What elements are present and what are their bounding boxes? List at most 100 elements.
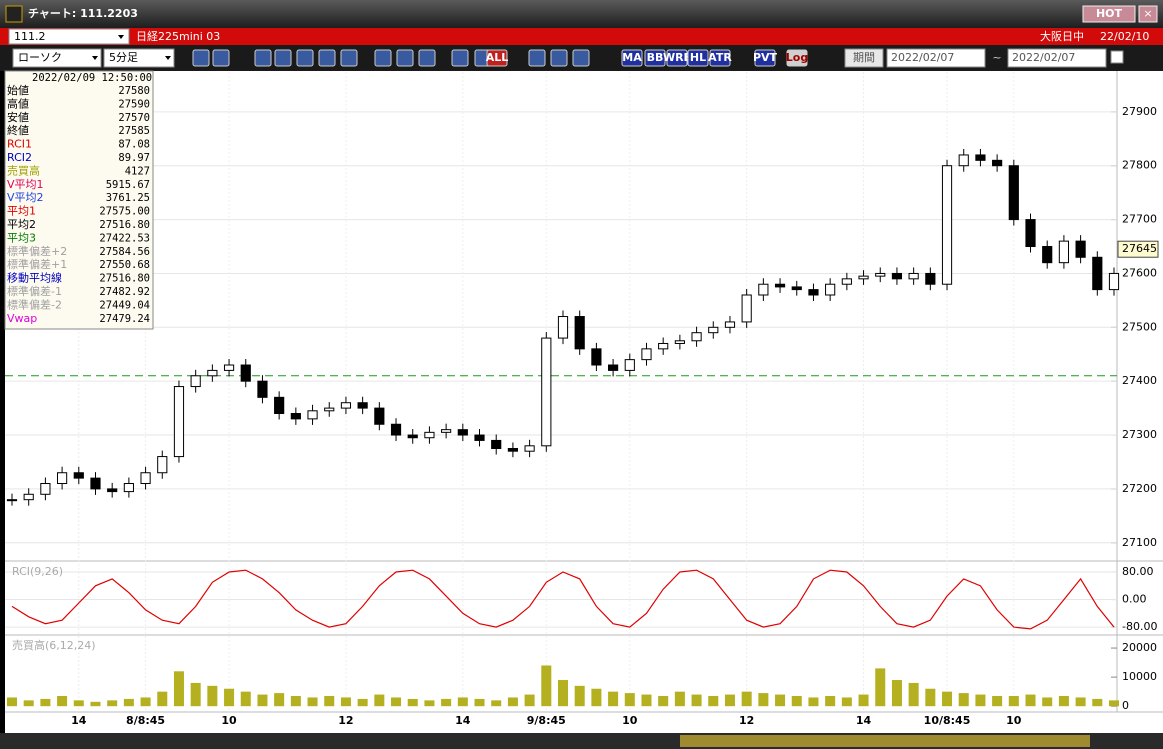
to-date-box[interactable] — [1007, 48, 1107, 68]
candle — [140, 472, 151, 485]
volume-bar — [1058, 696, 1069, 707]
tool-icon[interactable] — [212, 49, 230, 67]
tool-icon[interactable] — [254, 49, 272, 67]
tool-icon[interactable] — [786, 49, 808, 67]
volume-bar — [942, 691, 953, 707]
plots: 27100 27200 27300 27400 27500 27600 27700 27800… — [5, 72, 1159, 727]
info-label: 標準偏差+2 — [7, 244, 67, 258]
pane-title: RCI(9,26) — [12, 565, 63, 578]
candle — [524, 445, 535, 452]
info-label: 平均3 — [7, 231, 36, 244]
y-tick-label: 80.00 — [1122, 565, 1154, 578]
volume-bar — [825, 696, 836, 707]
candle — [90, 477, 101, 490]
period-button[interactable] — [844, 48, 884, 68]
tool-icon[interactable] — [754, 49, 776, 67]
candle — [825, 283, 836, 296]
close-label: × — [1143, 7, 1152, 20]
info-value: 27585 — [118, 125, 150, 137]
tool-icon[interactable] — [687, 49, 709, 67]
from-date-box[interactable] — [886, 48, 986, 68]
volume-bar — [40, 698, 51, 707]
y-tick-label: 0 — [1122, 699, 1129, 712]
session: 大阪日中 — [1040, 29, 1084, 43]
info-label: RCI1 — [7, 138, 32, 151]
candle — [340, 402, 352, 409]
info-label: 平均1 — [7, 205, 36, 218]
candle — [658, 342, 669, 350]
tool-icon[interactable] — [192, 49, 210, 67]
candle — [1108, 272, 1120, 291]
volume-bar — [992, 696, 1003, 707]
tool-icon[interactable] — [340, 49, 358, 67]
volume-bar — [958, 693, 969, 707]
pane-title: 売買高(6,12,24) — [12, 638, 96, 652]
candle — [1042, 246, 1053, 264]
info-value: 27516.80 — [99, 219, 150, 231]
x-tick-label: 14 — [455, 714, 471, 727]
tool-icon[interactable] — [528, 49, 546, 67]
tool-icon[interactable] — [550, 49, 568, 67]
hot-button[interactable] — [1082, 5, 1136, 23]
checkbox[interactable] — [1110, 50, 1124, 64]
tool-icon[interactable] — [318, 49, 336, 67]
info-value: 27479.24 — [99, 313, 150, 325]
close-button[interactable] — [1138, 5, 1158, 23]
tool-icon[interactable] — [418, 49, 436, 67]
info-label: 移動平均線 — [7, 271, 62, 285]
candle — [307, 410, 318, 420]
info-value: 27584.56 — [99, 246, 150, 258]
candle — [941, 165, 953, 285]
volume-bar — [407, 698, 418, 707]
candle — [1025, 219, 1036, 248]
tool-icon[interactable] — [644, 49, 666, 67]
scroll-thumb[interactable] — [680, 735, 1090, 747]
volume-bar — [557, 680, 569, 707]
info-value: 89.97 — [118, 152, 150, 164]
interval-select[interactable] — [103, 48, 175, 68]
volume-bar — [224, 688, 235, 707]
y-tick-label: 27500 — [1122, 320, 1157, 333]
candle — [207, 369, 218, 377]
candle — [474, 434, 485, 441]
candle — [724, 321, 736, 328]
info-label: 平均2 — [7, 218, 36, 231]
tool-icon[interactable] — [621, 49, 643, 67]
tool-icon[interactable] — [274, 49, 292, 67]
candle — [441, 429, 452, 433]
tool-icon[interactable] — [709, 49, 731, 67]
candle — [1008, 165, 1019, 221]
chart-type-select[interactable] — [12, 48, 102, 68]
volume-bar — [925, 688, 936, 707]
tool-icon[interactable] — [451, 49, 469, 67]
info-label: 高値 — [7, 96, 29, 110]
info-datetime: 2022/02/09 12:50:00 — [32, 72, 152, 84]
volume-bar — [507, 697, 518, 707]
volume-bar — [1025, 694, 1036, 707]
info-value: 27482.92 — [99, 286, 150, 298]
tool-icon-label: BB — [647, 51, 664, 64]
candle — [73, 472, 84, 479]
volume-bar — [891, 680, 902, 707]
candle — [56, 472, 68, 485]
tool-icon[interactable] — [666, 49, 688, 67]
tool-icon[interactable] — [296, 49, 314, 67]
tool-icon-label: MA — [622, 51, 642, 64]
tool-icon[interactable] — [374, 49, 392, 67]
x-tick-label: 10/8:45 — [924, 714, 971, 727]
candle — [390, 423, 402, 436]
tool-icon[interactable] — [572, 49, 590, 67]
y-tick-label: 27300 — [1122, 428, 1157, 441]
tool-icon[interactable] — [486, 49, 508, 67]
volume-bar — [290, 696, 301, 707]
info-rows: 始値 27580 高値 27590 安値 27570 終値 27585 RCI1 87.08 RCI… — [7, 83, 150, 325]
symbol-select[interactable] — [8, 28, 130, 45]
volume-bar — [641, 694, 652, 707]
candle — [841, 278, 852, 285]
last-price-label: 27645 — [1122, 242, 1157, 255]
volume-bar — [908, 682, 919, 707]
tool-icon[interactable] — [396, 49, 414, 67]
from-date: 2022/02/07 — [891, 51, 954, 64]
candle — [424, 431, 435, 439]
